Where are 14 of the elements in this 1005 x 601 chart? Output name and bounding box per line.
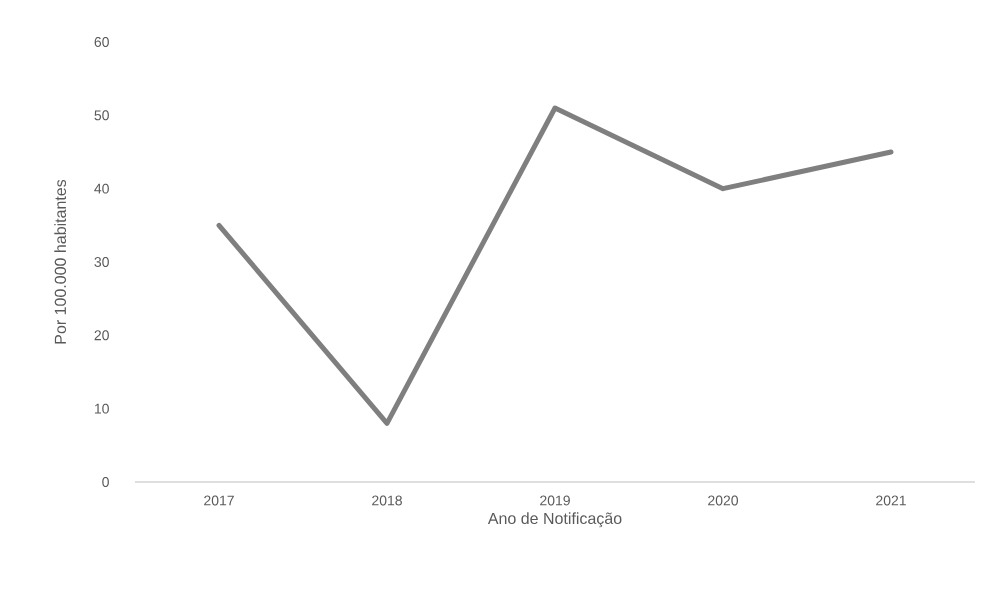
x-tick-label: 2017 [204,495,234,506]
y-axis-title: Por 100.000 habitantes [54,179,67,344]
x-tick-label: 2021 [876,495,906,506]
y-tick-label: 50 [94,110,109,121]
x-axis-title: Ano de Notificação [487,512,622,528]
x-tick-label: 2020 [708,495,739,506]
y-tick-label: 10 [94,403,109,414]
y-tick-label: 0 [102,477,109,487]
x-tick-label: 2019 [540,495,570,506]
x-tick-label: 2018 [372,495,402,506]
y-tick-label: 40 [94,183,109,194]
y-tick-label: 20 [94,330,109,341]
y-tick-label: 30 [94,257,109,267]
y-tick-label: 60 [94,37,109,47]
